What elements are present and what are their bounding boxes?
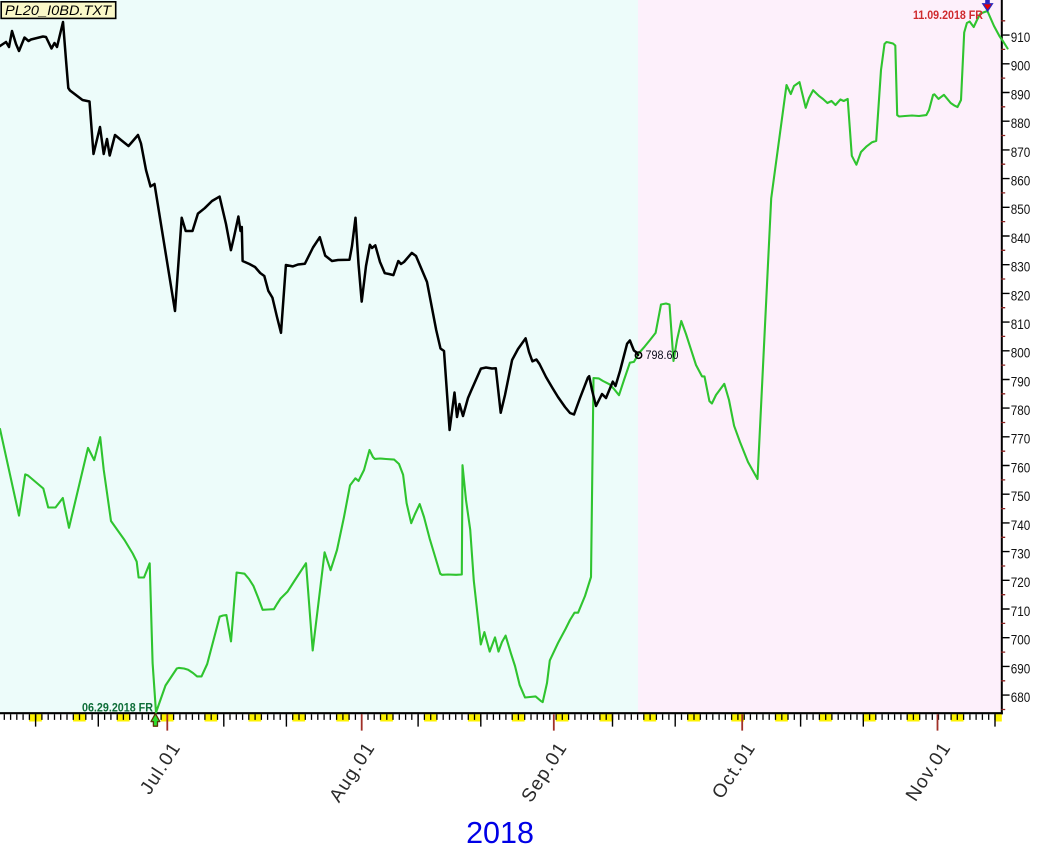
svg-text:PL20_I0BD.TXT: PL20_I0BD.TXT [5,3,112,19]
svg-text:810: 810 [1011,317,1031,333]
svg-text:06.29.2018 FR: 06.29.2018 FR [82,703,154,715]
svg-text:760: 760 [1011,460,1031,476]
svg-text:780: 780 [1011,403,1031,419]
svg-text:700: 700 [1011,633,1031,649]
svg-text:690: 690 [1011,661,1031,677]
svg-text:790: 790 [1011,374,1031,390]
svg-text:860: 860 [1011,174,1031,190]
svg-text:710: 710 [1011,604,1031,620]
svg-text:890: 890 [1011,87,1031,103]
svg-text:830: 830 [1011,260,1031,276]
svg-text:800: 800 [1011,346,1031,362]
svg-text:720: 720 [1011,575,1031,591]
svg-text:680: 680 [1011,690,1031,706]
svg-text:900: 900 [1011,59,1031,75]
svg-text:870: 870 [1011,145,1031,161]
svg-text:11.09.2018 FR: 11.09.2018 FR [913,8,983,22]
svg-text:850: 850 [1011,202,1031,218]
svg-text:770: 770 [1011,432,1031,448]
svg-text:820: 820 [1011,288,1031,304]
svg-text:798.60: 798.60 [646,350,679,362]
svg-text:750: 750 [1011,489,1031,505]
svg-text:740: 740 [1011,518,1031,534]
svg-text:2018: 2018 [466,816,534,849]
svg-text:880: 880 [1011,116,1031,132]
svg-text:910: 910 [1011,30,1031,46]
svg-text:840: 840 [1011,231,1031,247]
svg-text:730: 730 [1011,547,1031,563]
